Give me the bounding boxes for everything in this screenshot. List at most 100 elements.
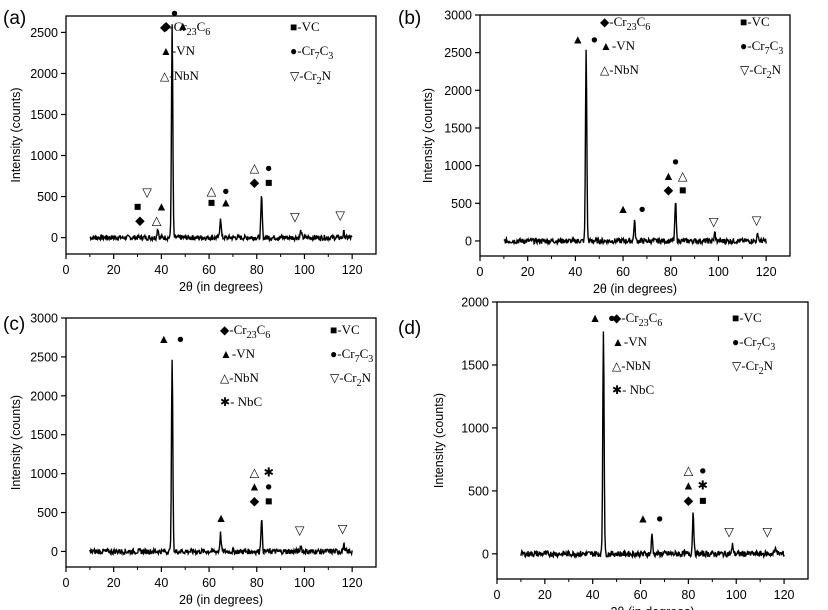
legend-entry: △-NbN — [600, 62, 639, 77]
peak-marker-filled-circle: ● — [656, 511, 664, 525]
y-tick-label: 1000 — [444, 159, 472, 173]
y-tick-label: 500 — [37, 506, 58, 520]
x-tick-label: 100 — [294, 576, 315, 590]
x-tick-label: 0 — [494, 588, 501, 602]
legend-entry: △-NbN — [160, 68, 199, 83]
xrd-trace — [89, 359, 353, 557]
legend-entry: ▽-Cr2N — [290, 68, 332, 87]
y-tick-label: 1500 — [30, 108, 58, 122]
peak-marker-open-triangle-down: ▽ — [724, 525, 734, 539]
legend-entry: ●-Cr7C3 — [740, 38, 783, 57]
x-tick-label: 80 — [250, 576, 264, 590]
x-tick-label: 60 — [202, 576, 216, 590]
peak-marker-open-triangle-down: ▽ — [709, 215, 719, 229]
x-tick-label: 40 — [154, 263, 168, 277]
y-axis-label: Intensity (counts) — [432, 393, 446, 488]
x-tick-label: 100 — [294, 263, 315, 277]
legend-entry: ■-VC — [732, 310, 762, 325]
y-tick-label: 1500 — [444, 121, 472, 135]
legend-entry: ◆-Cr23C6 — [600, 14, 650, 33]
y-tick-label: 0 — [51, 231, 58, 245]
legend-entry: ✱- NbC — [612, 382, 654, 397]
peak-marker-filled-triangle: ▲ — [158, 332, 170, 346]
x-axis-label: 2θ (in degrees) — [179, 593, 263, 607]
x-tick-label: 80 — [250, 263, 264, 277]
peak-marker-filled-triangle: ▲ — [572, 33, 584, 47]
peak-marker-filled-circle: ● — [638, 202, 646, 216]
legend-entry: ●-Cr7C3 — [330, 346, 373, 365]
peak-marker-filled-triangle: ▲ — [662, 169, 674, 183]
xrd-trace — [89, 24, 353, 243]
y-tick-label: 0 — [51, 545, 58, 559]
peak-marker-filled-diamond: ◆ — [684, 494, 694, 508]
y-tick-label: 500 — [451, 197, 472, 211]
peak-marker-filled-circle: ● — [222, 184, 230, 198]
x-tick-label: 120 — [756, 265, 777, 279]
legend-entry: ✱- NbC — [220, 394, 262, 409]
x-tick-label: 80 — [664, 265, 678, 279]
peak-marker-open-triangle-down: ▽ — [290, 210, 300, 224]
plot-frame — [479, 14, 791, 257]
legend-entry: ▽-Cr2N — [330, 370, 372, 389]
legend-entry: △-NbN — [612, 358, 651, 373]
peak-marker-filled-diamond: ◆ — [664, 183, 674, 197]
y-tick-label: 0 — [465, 234, 472, 248]
peak-marker-filled-circle: ● — [171, 6, 179, 20]
y-tick-label: 500 — [468, 484, 489, 498]
peak-marker-asterisk: ✱ — [263, 466, 274, 480]
peak-marker-open-triangle-down: ▽ — [295, 523, 305, 537]
panel-label: (d) — [398, 318, 421, 339]
legend-entry: ▲-VN — [612, 334, 648, 349]
peak-marker-filled-circle: ● — [608, 311, 616, 325]
peak-marker-filled-diamond: ◆ — [250, 176, 260, 190]
peak-marker-filled-diamond: ◆ — [250, 494, 260, 508]
y-tick-label: 1000 — [30, 467, 58, 481]
panel-2: 0 20 40 60 80 100 120 0 500 1000 1500 2000 2500 3000 2… — [398, 8, 791, 296]
peak-marker-filled-triangle: ▲ — [637, 511, 649, 525]
y-tick-label: 0 — [482, 547, 489, 561]
peak-marker-filled-circle: ● — [672, 155, 680, 169]
x-tick-label: 40 — [586, 588, 600, 602]
x-tick-label: 120 — [342, 263, 363, 277]
xrd-trace — [520, 331, 785, 560]
y-tick-label: 1500 — [30, 428, 58, 442]
legend-entry: ▽-Cr2N — [732, 358, 774, 377]
legend-entry: ◆-Cr23C6 — [612, 310, 662, 329]
panel-3: 0 20 40 60 80 100 120 0 500 1000 1500 2000 2500 3000 2… — [3, 312, 377, 607]
peak-marker-open-triangle: △ — [250, 161, 260, 175]
peak-marker-filled-diamond: ◆ — [135, 213, 145, 227]
xrd-trace — [503, 49, 767, 247]
x-tick-label: 20 — [107, 576, 121, 590]
x-tick-label: 60 — [634, 588, 648, 602]
panel-label: (c) — [3, 314, 25, 335]
peak-marker-filled-circle: ● — [177, 332, 185, 346]
y-tick-label: 2000 — [461, 296, 489, 310]
peak-marker-filled-circle: ● — [265, 161, 273, 175]
y-tick-label: 2500 — [444, 46, 472, 60]
peak-marker-filled-circle: ● — [591, 33, 599, 47]
x-tick-label: 0 — [63, 263, 70, 277]
peak-marker-filled-triangle: ▲ — [682, 479, 694, 493]
legend-entry: △-NbN — [220, 370, 259, 385]
y-tick-label: 1000 — [461, 421, 489, 435]
peak-marker-open-triangle: △ — [207, 184, 217, 198]
legend-entry: ▲-VN — [160, 43, 196, 58]
x-tick-label: 80 — [681, 588, 695, 602]
legend-entry: ■-VC — [290, 19, 320, 34]
y-axis-label: Intensity (counts) — [421, 88, 435, 183]
y-tick-label: 3000 — [444, 9, 472, 23]
y-tick-label: 2000 — [444, 84, 472, 98]
panel-4: 0 20 40 60 80 100 120 0 500 1000 1500 2000 2θ (in de… — [398, 296, 809, 610]
peak-marker-open-triangle-down: ▽ — [142, 186, 152, 200]
peak-marker-filled-square: ■ — [134, 200, 142, 214]
x-tick-label: 40 — [154, 576, 168, 590]
x-tick-label: 0 — [477, 265, 484, 279]
y-axis-label: Intensity (counts) — [9, 87, 23, 182]
y-tick-label: 2500 — [30, 26, 58, 40]
y-tick-label: 2000 — [30, 389, 58, 403]
panel-label: (b) — [398, 8, 421, 29]
legend-entry: ▽-Cr2N — [740, 62, 782, 81]
x-tick-label: 100 — [726, 588, 747, 602]
peak-marker-filled-triangle: ▲ — [177, 19, 189, 33]
